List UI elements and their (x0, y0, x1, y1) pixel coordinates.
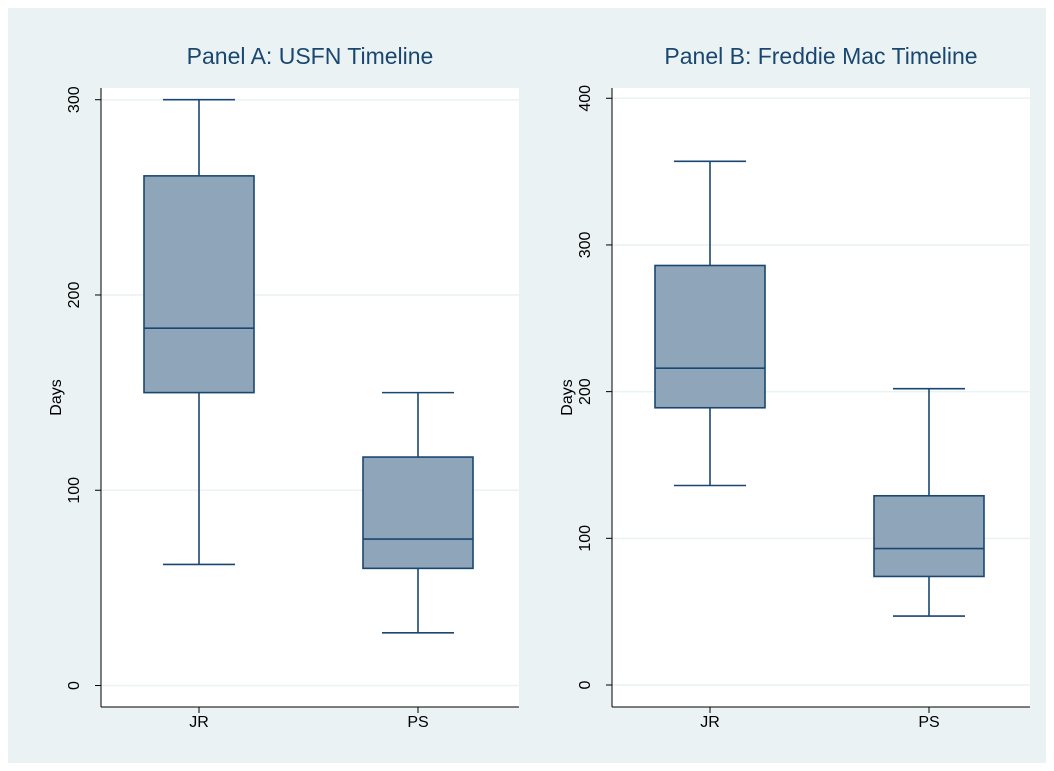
box (654, 264, 766, 409)
y-tick-label: 200 (66, 282, 83, 309)
y-tick-label: 300 (577, 232, 594, 259)
chart-title: Panel B: Freddie Mac Timeline (664, 43, 977, 69)
y-tick-label: 100 (577, 525, 594, 552)
box (873, 494, 985, 578)
box (143, 175, 255, 394)
box (362, 456, 474, 570)
y-axis-label: Days (48, 379, 65, 415)
y-tick-label: 0 (577, 680, 594, 689)
x-tick-label: JR (189, 714, 209, 731)
x-tick-label: PS (918, 714, 939, 731)
x-tick-label: PS (407, 714, 428, 731)
y-tick-label: 0 (66, 681, 83, 690)
y-tick-label: 400 (577, 85, 594, 112)
y-tick-label: 300 (66, 86, 83, 113)
y-tick-label: 200 (577, 378, 594, 405)
x-tick-label: JR (700, 714, 720, 731)
chart-title: Panel A: USFN Timeline (187, 43, 434, 69)
y-tick-label: 100 (66, 477, 83, 504)
y-axis-label: Days (559, 379, 576, 415)
